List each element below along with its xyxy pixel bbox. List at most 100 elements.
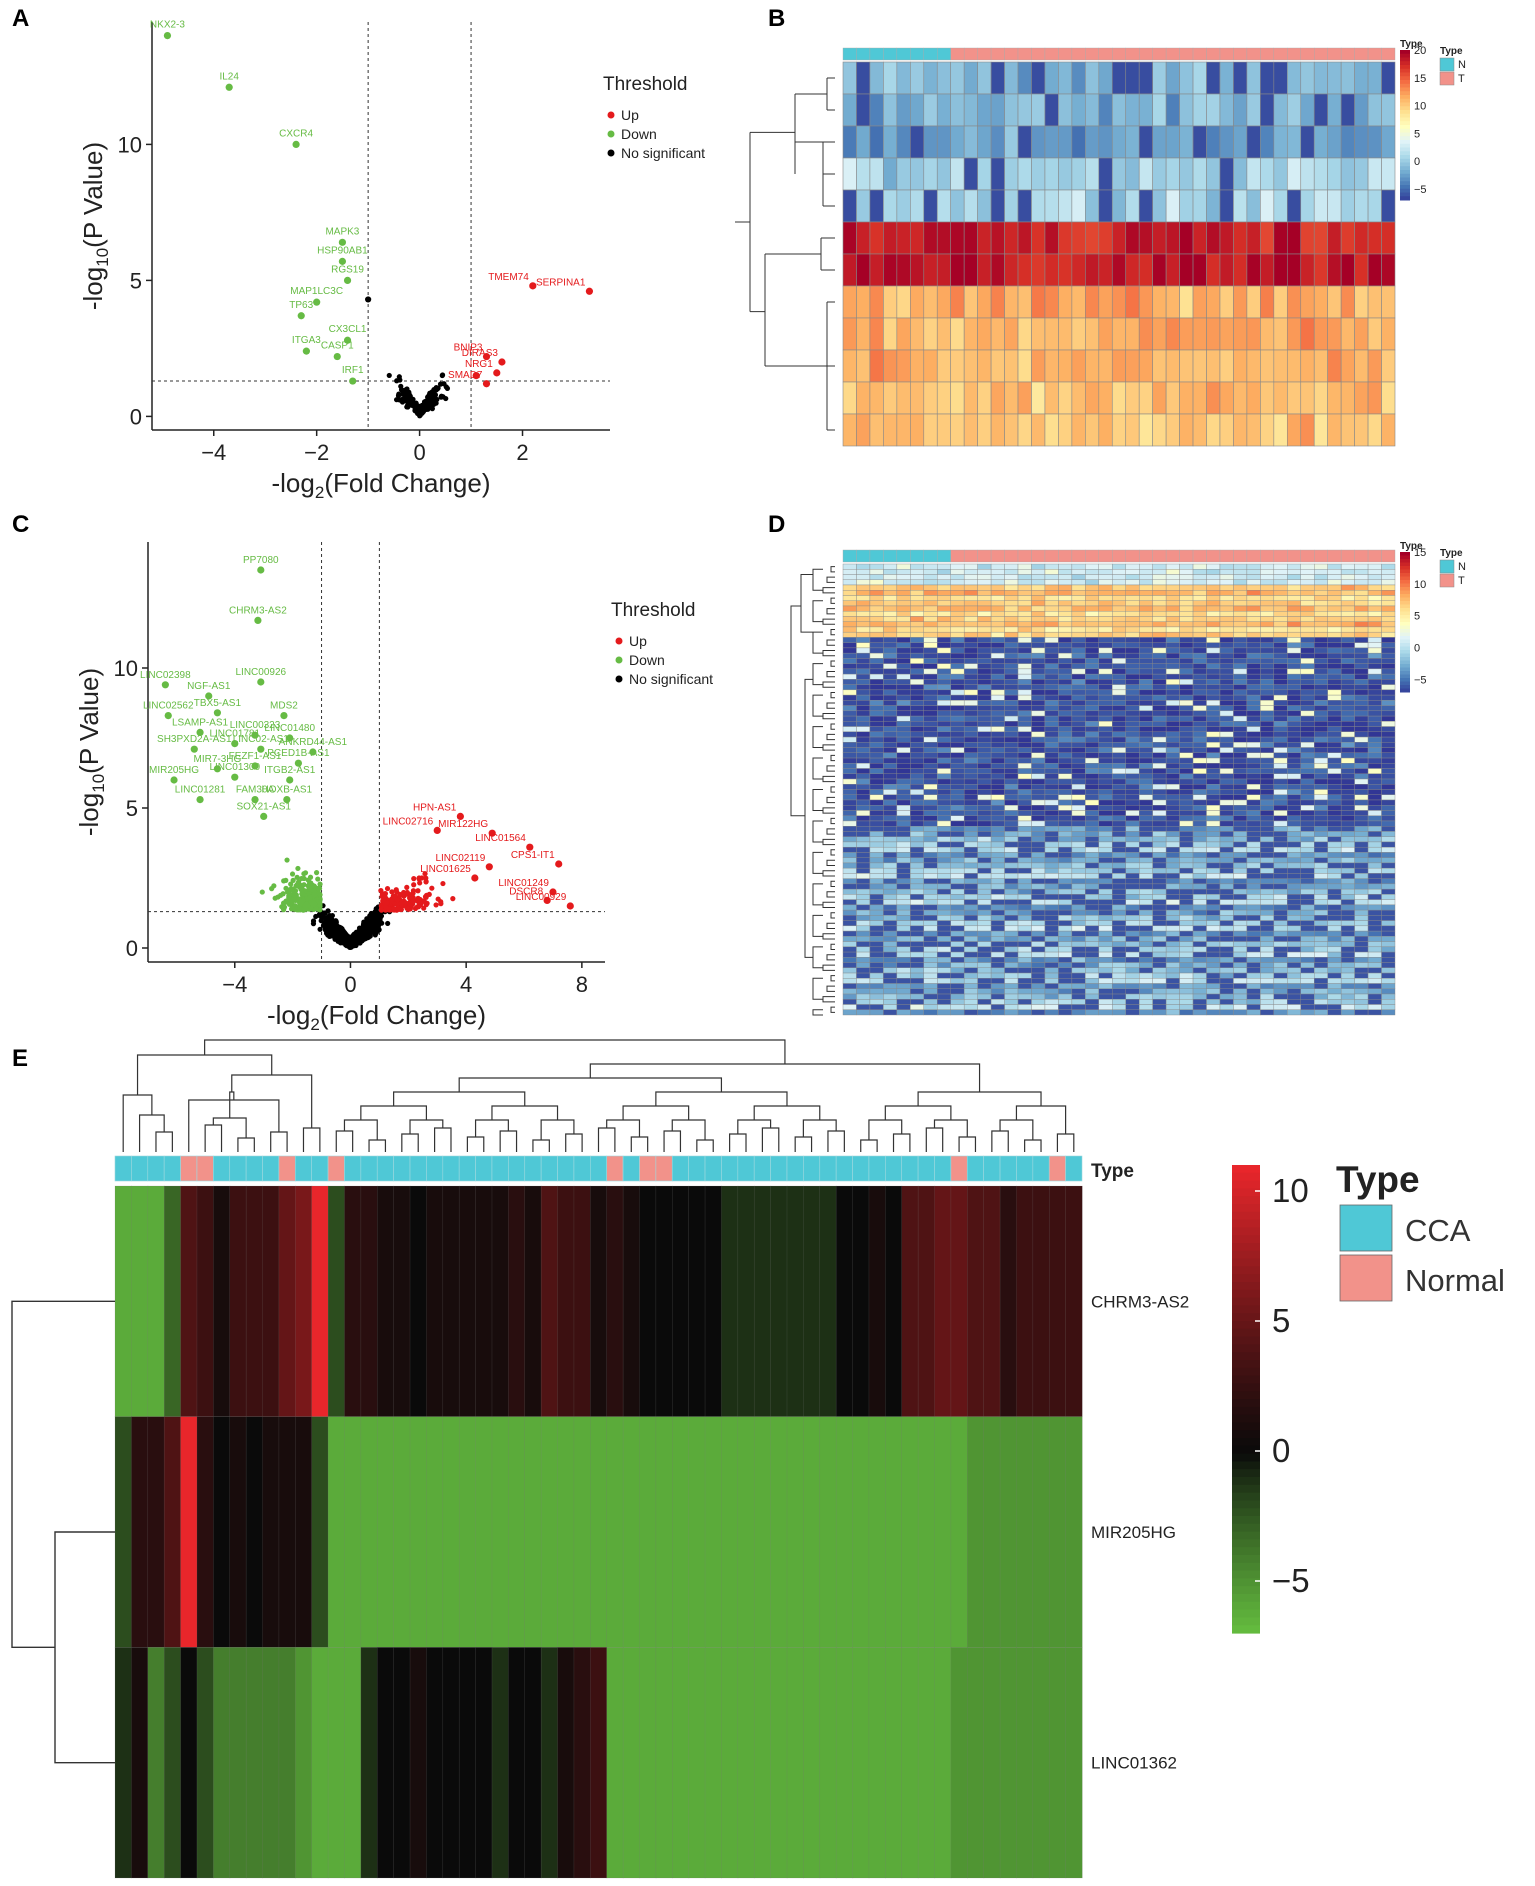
heatmap-cell	[1058, 846, 1073, 853]
heatmap-cell	[1219, 221, 1234, 255]
heatmap-cell	[923, 574, 938, 580]
heatmap-cell	[1206, 731, 1221, 738]
heatmap-cell	[1219, 841, 1234, 848]
heatmap-cell	[990, 590, 1005, 596]
heatmap-cell	[1125, 742, 1140, 748]
heatmap-cell	[1125, 826, 1140, 832]
heatmap-cell	[1017, 569, 1032, 575]
heatmap-cell	[1287, 663, 1301, 670]
heatmap-cell	[1314, 658, 1328, 664]
heatmap-cell	[1273, 679, 1288, 685]
heatmap-cell	[1300, 93, 1315, 127]
heatmap-cell	[1219, 673, 1234, 680]
heatmap-cell	[963, 736, 978, 743]
down-point-label: LSAMP-AS1	[172, 717, 229, 728]
heatmap-cell	[842, 605, 857, 612]
heatmap-cell	[1098, 621, 1113, 628]
heatmap-cell	[883, 626, 898, 633]
heatmap-cell	[1381, 663, 1396, 670]
down-point	[343, 336, 352, 344]
heatmap-cell	[1098, 595, 1113, 601]
heatmap-cell	[1381, 805, 1396, 811]
heatmap-cell	[977, 579, 992, 586]
heatmap-cell	[937, 857, 951, 864]
heatmap-cell	[1206, 642, 1221, 649]
heatmap-cell	[990, 700, 1005, 706]
heatmap-cell	[1300, 894, 1315, 900]
heatmap-cell	[1273, 715, 1288, 722]
heatmap-cell	[1300, 715, 1315, 722]
heatmap-cell	[950, 253, 965, 287]
x-tick-label: −2	[304, 440, 329, 465]
heatmap-cell	[1071, 726, 1086, 733]
heatmap-cell	[1246, 93, 1261, 127]
heatmap-cell	[896, 899, 911, 906]
annotation-cell	[1152, 47, 1167, 61]
heatmap-cell	[977, 600, 992, 607]
heatmap-cell	[1381, 862, 1396, 869]
heatmap-cell	[1354, 668, 1369, 675]
heatmap-cell	[937, 595, 951, 601]
heatmap-cell	[937, 569, 951, 575]
heatmap-cell	[950, 768, 965, 774]
heatmap-cell	[1260, 846, 1275, 853]
heatmap-cell	[1233, 579, 1248, 586]
heatmap-cell	[1017, 715, 1032, 722]
heatmap-cell	[1314, 757, 1328, 764]
heatmap-cell	[990, 789, 1005, 795]
heatmap-cell	[1085, 621, 1100, 628]
heatmap-cell	[910, 784, 924, 790]
heatmap-cell	[937, 652, 951, 659]
heatmap-cell	[1044, 647, 1059, 654]
heatmap-cell	[1112, 700, 1126, 706]
heatmap-cell	[1004, 846, 1019, 853]
heatmap-cell	[1327, 757, 1342, 764]
heatmap-cell	[923, 883, 938, 890]
heatmap-cell	[1017, 831, 1032, 837]
heatmap-cell	[1192, 789, 1207, 795]
down-point	[286, 776, 294, 784]
heatmap-cell	[1273, 689, 1288, 696]
heatmap-cell	[1381, 605, 1396, 612]
heatmap-cell	[856, 93, 871, 127]
heatmap-cell	[990, 694, 1005, 701]
heatmap-cell	[1314, 600, 1328, 607]
heatmap-cell	[1165, 721, 1180, 727]
heatmap-cell	[1112, 616, 1126, 622]
heatmap-cell	[1300, 815, 1315, 822]
heatmap-cell	[1058, 715, 1073, 722]
heatmap-cell	[1340, 642, 1355, 649]
heatmap-cell	[1219, 899, 1234, 906]
heatmap-cell	[1004, 873, 1019, 879]
heatmap-cell	[1367, 642, 1382, 649]
up-point-label: LINC01564	[475, 833, 526, 844]
heatmap-cell	[923, 595, 938, 601]
heatmap-cell	[869, 705, 884, 712]
heatmap-cell	[1098, 668, 1113, 675]
heatmap-cell	[1300, 888, 1315, 895]
heatmap-cell	[923, 831, 938, 837]
heatmap-cell	[1219, 285, 1234, 319]
heatmap-cell	[1219, 736, 1234, 743]
heatmap-cell	[1260, 647, 1275, 654]
heatmap-cell	[1233, 883, 1248, 890]
heatmap-cell	[1017, 616, 1032, 622]
heatmap-cell	[1300, 600, 1315, 607]
heatmap-cell	[1112, 652, 1126, 659]
heatmap-cell	[1206, 684, 1221, 691]
heatmap-cell	[1314, 899, 1328, 906]
heatmap-cell	[1004, 736, 1019, 743]
heatmap-cell	[842, 862, 857, 869]
heatmap-cell	[1260, 857, 1275, 864]
heatmap-cell	[977, 794, 992, 801]
heatmap-cell	[1354, 757, 1369, 764]
heatmap-cell	[1313, 189, 1328, 223]
annotation-cell	[1098, 549, 1113, 563]
heatmap-cell	[1340, 731, 1355, 738]
heatmap-cell	[1179, 742, 1194, 748]
heatmap-cell	[1098, 689, 1113, 696]
heatmap-cell	[1206, 563, 1221, 570]
type-annotation-bar	[842, 549, 1396, 563]
heatmap-cell	[1300, 721, 1315, 727]
heatmap-cell	[1381, 684, 1396, 691]
